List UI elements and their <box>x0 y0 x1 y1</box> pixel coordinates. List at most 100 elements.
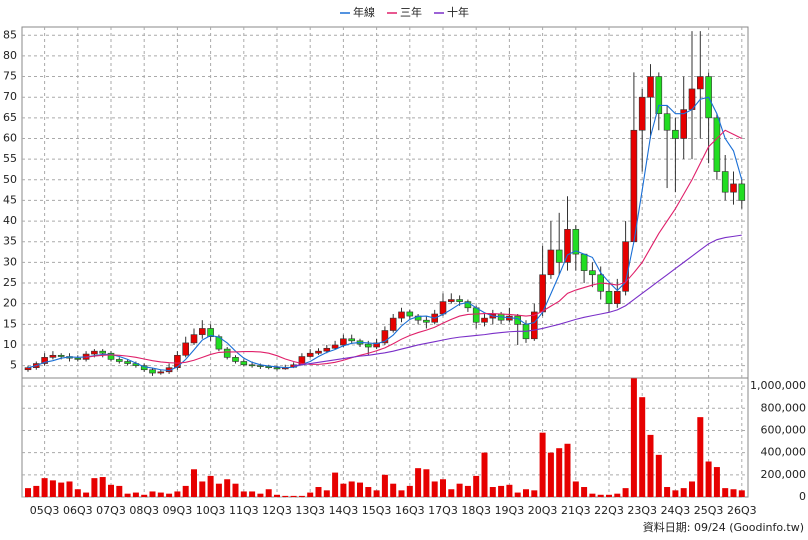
volume-bar <box>91 478 98 497</box>
volume-bar <box>157 492 164 497</box>
volume-bar <box>132 492 139 497</box>
volume-bar <box>357 482 363 497</box>
volume-bar <box>257 493 264 497</box>
x-tick-label: 12Q3 <box>262 504 292 517</box>
candle-body <box>223 348 231 358</box>
x-tick-label: 08Q3 <box>129 504 159 517</box>
volume-bar <box>66 481 73 497</box>
candle-body <box>721 171 729 193</box>
x-tick-label: 22Q3 <box>594 504 624 517</box>
x-tick-label: 06Q3 <box>63 504 93 517</box>
candle-body <box>49 354 57 358</box>
candle-body <box>713 117 721 172</box>
y-tick-label: 35 <box>3 235 17 248</box>
x-tick-label: 07Q3 <box>96 504 126 517</box>
y-tick-label: 60 <box>3 131 17 144</box>
candle-body <box>381 330 389 344</box>
y-tick-label: 30 <box>3 255 17 268</box>
x-tick-label: 26Q3 <box>727 504 757 517</box>
candle-body <box>124 361 131 364</box>
candle-body <box>547 249 555 276</box>
y-tick-label: 10 <box>3 338 17 351</box>
y-tick-label: 70 <box>3 90 17 103</box>
volume-bar <box>572 481 579 497</box>
candle-body <box>273 367 281 370</box>
volume-bar <box>365 487 372 497</box>
candle-body <box>472 307 480 323</box>
candle-body <box>663 113 671 131</box>
candle-body <box>74 357 82 360</box>
candle-body <box>107 352 115 360</box>
x-tick-label: 18Q3 <box>461 504 491 517</box>
candle-body <box>232 357 239 362</box>
candle-body <box>696 76 704 90</box>
volume-bar <box>539 432 546 497</box>
x-tick-label: 23Q3 <box>627 504 657 517</box>
candle-body <box>456 299 463 302</box>
volume-bar <box>481 452 488 497</box>
volume-bar <box>182 485 189 497</box>
y-tick-label: 15 <box>3 317 17 330</box>
volume-bar <box>274 494 280 497</box>
candle-body <box>149 369 156 374</box>
volume-bar <box>74 489 81 497</box>
ma-line <box>86 129 743 365</box>
volume-bar <box>215 483 222 497</box>
volume-bar <box>680 488 687 497</box>
candle-body <box>315 350 322 354</box>
volume-bar <box>589 493 596 497</box>
volume-bar <box>390 483 397 497</box>
candle-body <box>116 359 123 362</box>
volume-bar <box>224 479 231 497</box>
candle-body <box>481 317 488 323</box>
volume-bar <box>83 492 90 497</box>
volume-bar <box>282 495 289 497</box>
volume-tick-label: 0 <box>799 490 806 503</box>
volume-bar <box>655 454 662 497</box>
candle-body <box>630 129 638 243</box>
volume-bar <box>689 481 695 497</box>
x-tick-label: 24Q3 <box>661 504 691 517</box>
volume-bar <box>348 481 355 497</box>
x-tick-label: 13Q3 <box>295 504 325 517</box>
volume-bar <box>523 489 529 497</box>
candle-body <box>439 301 447 315</box>
volume-bar <box>473 475 480 497</box>
volume-tick-label: 400,000 <box>761 446 807 459</box>
volume-bar <box>498 485 505 497</box>
volume-bar <box>705 461 712 497</box>
x-tick-label: 20Q3 <box>528 504 558 517</box>
candle-body <box>348 338 356 342</box>
candle-body <box>389 317 397 331</box>
volume-bar <box>489 487 496 497</box>
volume-bar <box>199 481 206 497</box>
volume-bar <box>398 490 405 497</box>
candle-body <box>323 347 331 352</box>
candle-body <box>364 343 372 348</box>
candle-body <box>57 354 65 357</box>
ma-line <box>293 234 742 367</box>
candle-body <box>91 350 98 355</box>
volume-bar <box>108 484 114 497</box>
volume-bar <box>697 417 704 497</box>
volume-bar <box>381 474 388 497</box>
volume-bar <box>639 397 646 497</box>
candle-body <box>655 76 663 115</box>
candle-body <box>182 342 189 356</box>
volume-bar <box>440 479 446 497</box>
x-tick-label: 14Q3 <box>329 504 359 517</box>
volume-bar <box>606 494 612 497</box>
candle-body <box>738 183 746 201</box>
candle-body <box>572 229 580 255</box>
volume-bar <box>730 489 737 497</box>
x-tick-label: 11Q3 <box>229 504 259 517</box>
volume-bar <box>531 490 538 497</box>
volume-bar <box>448 489 455 497</box>
volume-bar <box>622 488 629 497</box>
candle-body <box>190 334 198 344</box>
candle-body <box>373 342 380 348</box>
volume-bar <box>556 448 563 497</box>
volume-bar <box>265 489 272 497</box>
volume-bar <box>415 468 422 497</box>
